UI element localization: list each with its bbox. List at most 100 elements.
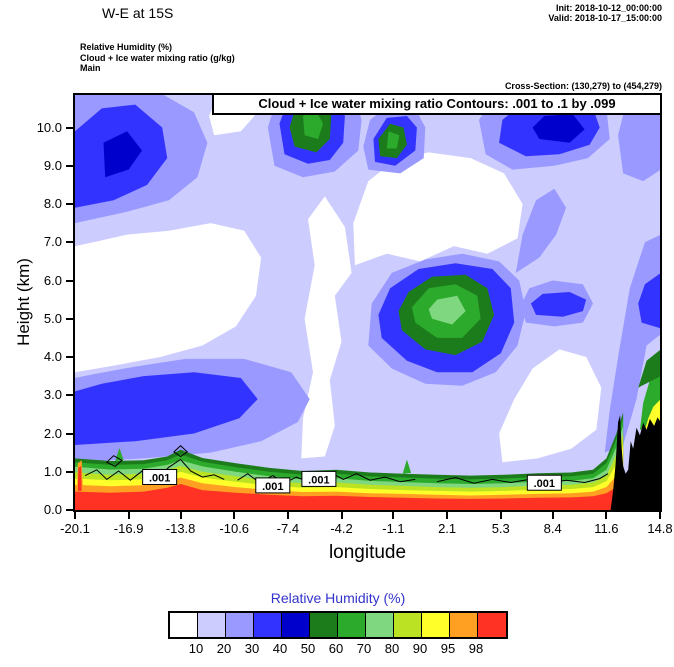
x-tick-mark bbox=[499, 512, 502, 519]
x-tick-label: -10.6 bbox=[219, 521, 250, 536]
colorbar-tick-label: 95 bbox=[440, 641, 456, 656]
rh-70-80-mid-blob-core bbox=[428, 295, 466, 325]
colorbar-swatch bbox=[282, 613, 310, 637]
field-legend: Relative Humidity (%) Cloud + Ice water … bbox=[80, 42, 235, 74]
rh-below-10-center-upper bbox=[353, 152, 523, 266]
y-tick-label: 8.0 bbox=[43, 196, 62, 211]
colorbar bbox=[168, 611, 508, 639]
colorbar-swatch bbox=[170, 613, 198, 637]
y-tick-mark bbox=[66, 164, 73, 167]
x-tick-mark bbox=[127, 512, 130, 519]
x-tick-mark bbox=[340, 512, 343, 519]
y-tick-mark bbox=[66, 317, 73, 320]
colorbar-tick-label: 50 bbox=[300, 641, 316, 656]
rh-below-10-right-lower bbox=[499, 349, 602, 463]
colorbar-swatch bbox=[254, 613, 282, 637]
x-tick-label: -16.9 bbox=[113, 521, 144, 536]
y-tick-mark bbox=[66, 126, 73, 129]
x-tick-mark bbox=[551, 512, 554, 519]
rh-20-30-right-top bbox=[618, 95, 660, 182]
colorbar-tick-label: 90 bbox=[412, 641, 428, 656]
x-tick-label: -20.1 bbox=[60, 521, 90, 536]
cross-section-plot-canvas: .001 .001 .001 .001 bbox=[75, 95, 660, 510]
colorbar-tick-label: 30 bbox=[244, 641, 260, 656]
colorbar-tick-label: 60 bbox=[328, 641, 344, 656]
rh-below-10-left-center bbox=[75, 223, 262, 373]
field-legend-line-2: Cloud + Ice water mixing ratio (g/kg) bbox=[80, 52, 235, 63]
x-tick-mark bbox=[74, 512, 76, 519]
y-tick-mark bbox=[66, 470, 73, 473]
y-tick-mark bbox=[66, 279, 73, 282]
colorbar-tick-label: 80 bbox=[384, 641, 400, 656]
y-tick-mark bbox=[66, 241, 73, 244]
y-tick-mark bbox=[66, 356, 73, 358]
y-tick-mark bbox=[66, 509, 73, 511]
colorbar-tick-label: 20 bbox=[216, 641, 232, 656]
colorbar-tick-label: 40 bbox=[272, 641, 288, 656]
field-legend-line-3: Main bbox=[80, 63, 101, 73]
y-tick-label: 2.0 bbox=[43, 425, 62, 441]
x-tick-label: -4.2 bbox=[330, 521, 353, 536]
model-run-info: Init: 2018-10-12_00:00:00 Valid: 2018-10… bbox=[548, 3, 662, 23]
rh-30-40-right-edge bbox=[638, 273, 660, 329]
cross-section-plot: .001 .001 .001 .001 bbox=[73, 93, 662, 512]
field-legend-line-1: Relative Humidity (%) bbox=[80, 42, 173, 52]
cross-section-coordinates: Cross-Section: (130,279) to (454,279) bbox=[504, 81, 662, 91]
contour-label-text: .001 bbox=[308, 474, 329, 486]
x-tick-mark bbox=[392, 512, 395, 519]
x-tick-label: -1.1 bbox=[382, 521, 405, 536]
rh-below-10-center-column bbox=[301, 196, 352, 459]
cloud-mixing-ratio-contour-line bbox=[237, 473, 309, 484]
colorbar-tick-label: 98 bbox=[468, 641, 484, 656]
x-tick-mark bbox=[446, 512, 449, 519]
rh-60-70-top-center-core bbox=[303, 108, 324, 139]
contour-label-box bbox=[526, 474, 562, 491]
colorbar-title: Relative Humidity (%) bbox=[270, 590, 406, 606]
y-tick-label: 1.0 bbox=[43, 463, 62, 479]
colorbar-swatch bbox=[422, 613, 450, 637]
rh-30-40-lower-left bbox=[75, 372, 258, 445]
colorbar-swatch bbox=[226, 613, 254, 637]
contour-note-box: Cloud + Ice water mixing ratio Contours:… bbox=[212, 93, 662, 115]
y-tick-label: 3.0 bbox=[43, 387, 62, 403]
x-tick-label: 11.6 bbox=[594, 521, 619, 536]
y-tick-label: 6.0 bbox=[43, 272, 62, 288]
contour-label-text: .001 bbox=[149, 472, 170, 484]
colorbar-swatch bbox=[310, 613, 338, 637]
y-tick-label: 0.0 bbox=[43, 502, 62, 517]
colorbar-swatch bbox=[478, 613, 506, 637]
y-tick-mark bbox=[66, 432, 73, 435]
colorbar-swatch bbox=[198, 613, 226, 637]
valid-time: Valid: 2018-10-17_15:00:00 bbox=[548, 13, 662, 23]
cloud-mixing-ratio-contour-line bbox=[105, 455, 123, 468]
y-tick-label: 5.0 bbox=[43, 310, 62, 326]
page-title: W-E at 15S bbox=[102, 5, 174, 21]
left-edge-moist-spike-red bbox=[77, 466, 82, 491]
y-axis-label-text: Height (km) bbox=[14, 258, 33, 346]
y-tick-label: 7.0 bbox=[43, 234, 62, 250]
x-tick-mark bbox=[605, 512, 608, 519]
y-tick-mark bbox=[66, 394, 73, 397]
terrain bbox=[610, 415, 660, 510]
init-time: Init: 2018-10-12_00:00:00 bbox=[555, 3, 662, 13]
x-tick-label: -13.8 bbox=[165, 521, 196, 536]
x-tick-label: 8.4 bbox=[543, 521, 562, 536]
rh-40-50-upper-left-core bbox=[103, 131, 142, 178]
colorbar-swatch bbox=[394, 613, 422, 637]
x-tick-mark bbox=[179, 512, 182, 519]
cloud-turret-center bbox=[402, 459, 412, 474]
x-tick-label: 2.1 bbox=[438, 521, 457, 536]
contour-label-text: .001 bbox=[262, 481, 283, 493]
rh-40-50-top-right-core bbox=[532, 114, 585, 143]
contour-label-text: .001 bbox=[534, 478, 555, 490]
y-tick-label: 9.0 bbox=[43, 157, 62, 173]
y-tick-label: 10.0 bbox=[36, 119, 62, 135]
x-tick-mark bbox=[233, 512, 236, 519]
contour-label-box bbox=[301, 470, 337, 487]
x-tick-mark bbox=[286, 512, 289, 519]
surface-band-rh-98-plus bbox=[75, 479, 624, 510]
y-tick-mark bbox=[66, 203, 73, 205]
colorbar-tick-label: 10 bbox=[188, 641, 204, 656]
y-tick-label: 4.0 bbox=[43, 349, 62, 364]
